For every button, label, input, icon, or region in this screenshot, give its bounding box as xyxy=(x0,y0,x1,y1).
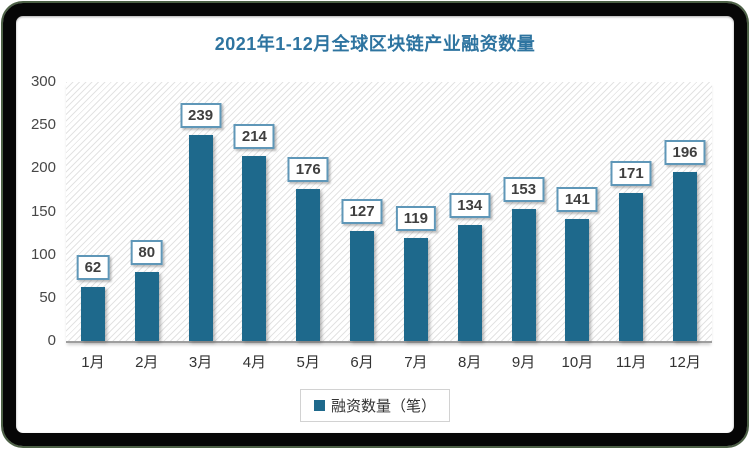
bar xyxy=(457,225,482,341)
bar-slot: 134 xyxy=(443,82,497,341)
bar xyxy=(403,238,428,341)
bar xyxy=(242,156,267,341)
bar-slot: 62 xyxy=(66,82,120,341)
value-label: 153 xyxy=(503,177,545,202)
x-tick-label: 7月 xyxy=(404,354,428,371)
bar-slot: 119 xyxy=(389,82,443,341)
y-tick-label: 100 xyxy=(30,245,56,263)
value-label: 196 xyxy=(664,140,706,165)
x-tick-label: 3月 xyxy=(188,354,213,371)
bar-slot: 80 xyxy=(120,82,174,341)
bar-slot: 239 xyxy=(174,82,228,341)
x-tick-label: 2月 xyxy=(135,354,159,371)
value-label: 176 xyxy=(287,157,329,182)
bar-slot: 141 xyxy=(550,82,604,341)
bar-slot: 196 xyxy=(658,82,712,341)
value-label: 119 xyxy=(395,206,436,231)
bar xyxy=(619,193,644,341)
value-label: 134 xyxy=(449,193,491,218)
value-label: 141 xyxy=(556,187,598,212)
value-label: 127 xyxy=(341,199,383,224)
x-tick-label: 9月 xyxy=(511,354,536,371)
y-tick-label: 0 xyxy=(47,332,56,349)
legend-label: 融资数量（笔） xyxy=(330,398,437,415)
bar xyxy=(565,219,590,341)
bar xyxy=(350,231,375,341)
x-tick-label: 5月 xyxy=(296,354,320,371)
x-tick-label: 12月 xyxy=(669,354,701,371)
bar-slot: 214 xyxy=(227,82,281,341)
bar xyxy=(673,172,698,341)
y-tick-label: 200 xyxy=(30,159,56,177)
legend-marker-icon xyxy=(313,400,325,411)
x-tick-label: 4月 xyxy=(242,354,267,371)
bar xyxy=(188,135,213,341)
value-label: 62 xyxy=(76,255,110,280)
chart-title: 2021年1-12月全球区块链产业融资数量 xyxy=(214,34,536,54)
y-tick-label: 300 xyxy=(30,73,56,90)
bar xyxy=(511,209,536,341)
bar-slot: 171 xyxy=(604,82,658,341)
plot-area: 62 80 239 214 176 127 119 134 153 141 171 196 xyxy=(66,82,712,343)
bar xyxy=(80,287,105,341)
y-axis: 0 50 100 150 200 250 300 xyxy=(0,0,56,449)
legend: 融资数量（笔） xyxy=(299,389,451,422)
x-tick-label: 1月 xyxy=(81,354,105,371)
x-tick-label: 6月 xyxy=(350,354,374,371)
bar-slot: 176 xyxy=(281,82,335,341)
value-label: 239 xyxy=(180,103,222,128)
bar-slot: 127 xyxy=(335,82,389,341)
value-label: 214 xyxy=(233,124,275,149)
bar xyxy=(134,272,159,341)
value-label: 171 xyxy=(610,161,652,186)
y-tick-label: 50 xyxy=(39,288,56,306)
bar-slot: 153 xyxy=(497,82,551,341)
y-tick-label: 150 xyxy=(30,202,56,220)
value-label: 80 xyxy=(130,240,164,265)
x-tick-label: 10月 xyxy=(561,354,594,371)
x-axis: 1月 2月 3月 4月 5月 6月 7月 8月 9月 10月 11月 12月 xyxy=(66,351,712,372)
bar xyxy=(296,189,321,341)
x-tick-label: 11月 xyxy=(615,354,647,371)
y-tick-label: 250 xyxy=(30,116,56,134)
x-tick-label: 8月 xyxy=(458,354,482,371)
